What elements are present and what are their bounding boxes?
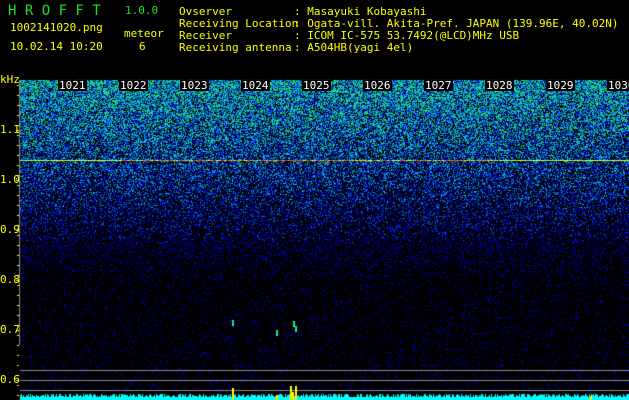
filename: 1002141020.png <box>10 21 103 34</box>
y-tick-label: 1.1 <box>0 123 20 136</box>
info-value-receiver: : ICOM IC-575 53.7492(@LCD)MHz USB <box>294 29 520 42</box>
y-tick-label: 0.6 <box>0 373 20 386</box>
spectrogram <box>0 78 629 400</box>
x-tick-label: 1030 <box>607 80 629 91</box>
x-tick-label: 1023 <box>180 79 209 92</box>
meteor-label: meteor <box>124 27 164 40</box>
info-label-antenna: Receiving antenna <box>179 41 292 54</box>
meteor-count: 6 <box>139 40 146 53</box>
info-label-receiver: Receiver <box>179 29 232 42</box>
info-value-observer: : Masayuki Kobayashi <box>294 5 427 18</box>
datetime: 10.02.14 10:20 <box>10 40 103 53</box>
info-value-location: : Ogata-vill. Akita-Pref. JAPAN (139.96E… <box>294 17 619 30</box>
y-tick-label: 0.7 <box>0 323 20 336</box>
x-tick-label: 1021 <box>58 79 87 92</box>
info-value-antenna: : A504HB(yagi 4el) <box>294 41 414 54</box>
y-axis-label: kHz <box>0 73 20 86</box>
app-title: H R O F F T <box>8 3 101 19</box>
x-tick-label: 1025 <box>302 79 331 92</box>
x-tick-label: 1024 <box>241 79 270 92</box>
y-tick-label: 0.8 <box>0 273 20 286</box>
x-tick-label: 1029 <box>546 79 575 92</box>
x-tick-label: 1026 <box>363 79 392 92</box>
info-label-observer: Ovserver <box>179 5 232 18</box>
y-tick-label: 1.0 <box>0 173 20 186</box>
info-label-location: Receiving Location <box>179 17 299 30</box>
x-tick-label: 1022 <box>119 79 148 92</box>
x-tick-label: 1027 <box>424 79 453 92</box>
app-version: 1.0.0 <box>125 4 159 17</box>
x-tick-label: 1028 <box>485 79 514 92</box>
y-tick-label: 0.9 <box>0 223 20 236</box>
